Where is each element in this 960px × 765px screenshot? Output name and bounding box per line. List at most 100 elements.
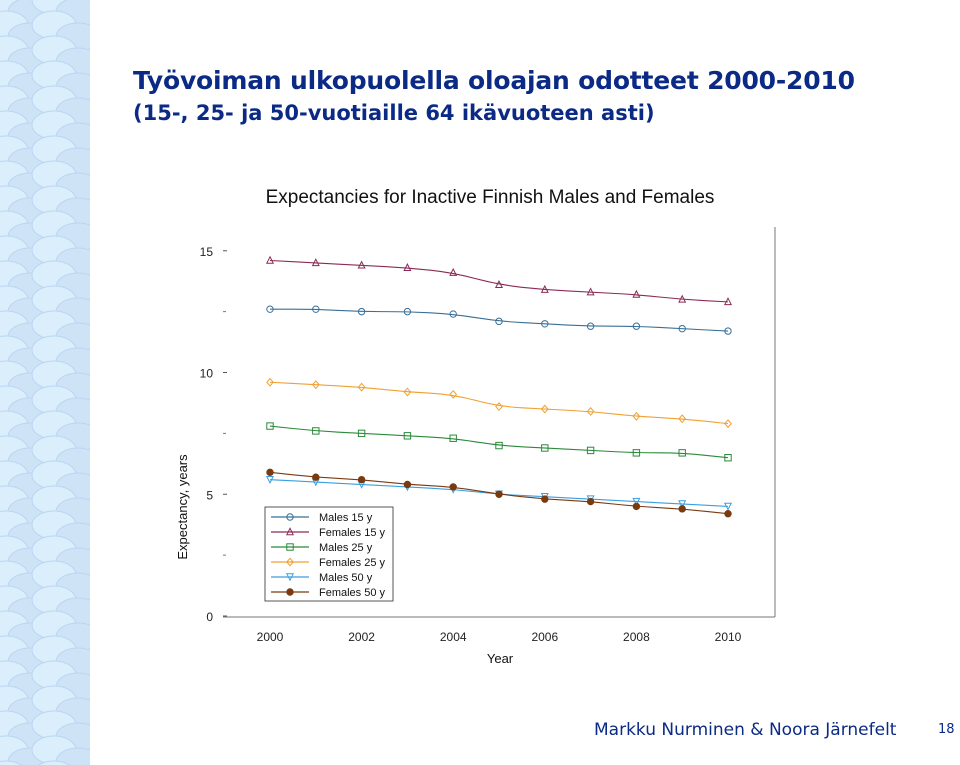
data-point (357, 382, 366, 392)
data-point (541, 444, 549, 452)
data-point (724, 419, 732, 429)
slide-subtitle: (15-, 25- ja 50-vuotiaille 64 ikävuoteen… (133, 101, 655, 125)
data-point (312, 427, 320, 435)
data-point (724, 454, 732, 462)
data-point (449, 483, 457, 491)
data-point (285, 573, 295, 582)
data-point (265, 255, 275, 264)
data-point (403, 307, 412, 316)
data-point (495, 490, 503, 498)
data-point (678, 294, 687, 303)
data-point (265, 475, 275, 484)
x-tick-label: 2002 (348, 630, 375, 644)
x-tick-label: 2000 (257, 630, 284, 644)
data-point (357, 475, 366, 484)
series-males-25-y (266, 422, 732, 462)
data-point (286, 513, 294, 521)
data-point (286, 543, 294, 551)
data-point (586, 287, 595, 296)
legend-item: Males 50 y (271, 572, 373, 584)
x-tick-label: 2008 (623, 630, 650, 644)
data-point (678, 414, 687, 424)
legend-item: Females 50 y (271, 587, 386, 599)
data-point (449, 434, 457, 442)
y-tick-label: 10 (200, 367, 214, 381)
series-males-15-y (266, 305, 732, 335)
series-line (269, 308, 729, 332)
data-point (495, 317, 503, 326)
data-point (632, 411, 641, 421)
data-point (724, 510, 732, 518)
legend-label: Males 15 y (319, 512, 373, 524)
data-point (678, 449, 686, 457)
legend-label: Females 25 y (319, 557, 386, 569)
legend-item: Females 25 y (271, 557, 386, 569)
data-point (286, 557, 294, 567)
decorative-ribbon (0, 0, 90, 765)
plot-area: 0 5 10 15 2000 2002 2004 2006 2008 2010 Males 15 y… (200, 227, 776, 644)
page-number: 18 (938, 722, 955, 737)
x-tick-label: 2010 (715, 630, 742, 644)
data-point (632, 449, 641, 457)
line-chart: Expectancies for Inactive Finnish Males … (175, 187, 776, 666)
data-point (403, 432, 412, 440)
data-point (266, 422, 274, 430)
series-females-25-y (266, 377, 732, 429)
data-point (494, 280, 504, 289)
series-line (269, 381, 729, 425)
legend-item: Males 15 y (271, 512, 373, 524)
data-point (312, 305, 320, 313)
legend-item: Females 15 y (271, 527, 386, 539)
data-point (286, 588, 294, 596)
ribbon-shape (0, 760, 23, 765)
data-point (678, 500, 687, 509)
data-point (678, 324, 686, 333)
series-line (269, 425, 729, 459)
data-point (586, 322, 595, 330)
y-tick-label: 15 (200, 245, 214, 259)
data-point (678, 505, 686, 513)
legend-box (264, 506, 394, 602)
series-line (269, 259, 729, 303)
data-point (540, 404, 549, 414)
data-point (724, 327, 732, 335)
legend: Males 15 y Females 15 y Males 25 y Females … (264, 506, 394, 602)
series-females-15-y (265, 255, 733, 306)
data-point (723, 502, 733, 511)
data-point (403, 480, 412, 489)
data-point (449, 310, 457, 318)
data-point (266, 468, 274, 477)
x-tick-label: 2006 (531, 630, 558, 644)
y-tick-label: 0 (206, 610, 213, 624)
data-point (311, 258, 320, 267)
footer-author: Markku Nurminen & Noora Järnefelt (594, 720, 897, 740)
data-point (541, 495, 549, 503)
data-point (632, 289, 641, 298)
data-point (266, 377, 274, 387)
series-females-50-y (266, 468, 732, 518)
data-point (449, 267, 458, 276)
chart-title: Expectancies for Inactive Finnish Males … (266, 187, 715, 208)
x-tick-label: 2004 (440, 630, 467, 644)
data-point (449, 389, 458, 399)
data-point (632, 497, 641, 506)
data-point (357, 429, 366, 438)
legend-label: Females 50 y (319, 587, 386, 599)
data-point (541, 320, 549, 328)
data-point (285, 527, 295, 536)
data-point (266, 305, 274, 313)
data-point (495, 441, 503, 450)
data-point (632, 322, 641, 330)
data-point (586, 446, 595, 455)
data-point (311, 380, 320, 390)
x-axis-label: Year (487, 651, 514, 666)
data-point (632, 502, 641, 511)
data-point (357, 260, 366, 269)
ribbon-shape (37, 760, 71, 765)
legend-label: Males 50 y (319, 572, 373, 584)
data-point (312, 473, 320, 481)
y-tick-label: 5 (206, 488, 213, 502)
data-point (357, 307, 366, 316)
data-point (403, 262, 412, 271)
slide-title: Työvoiman ulkopuolella oloajan odotteet … (133, 66, 855, 95)
